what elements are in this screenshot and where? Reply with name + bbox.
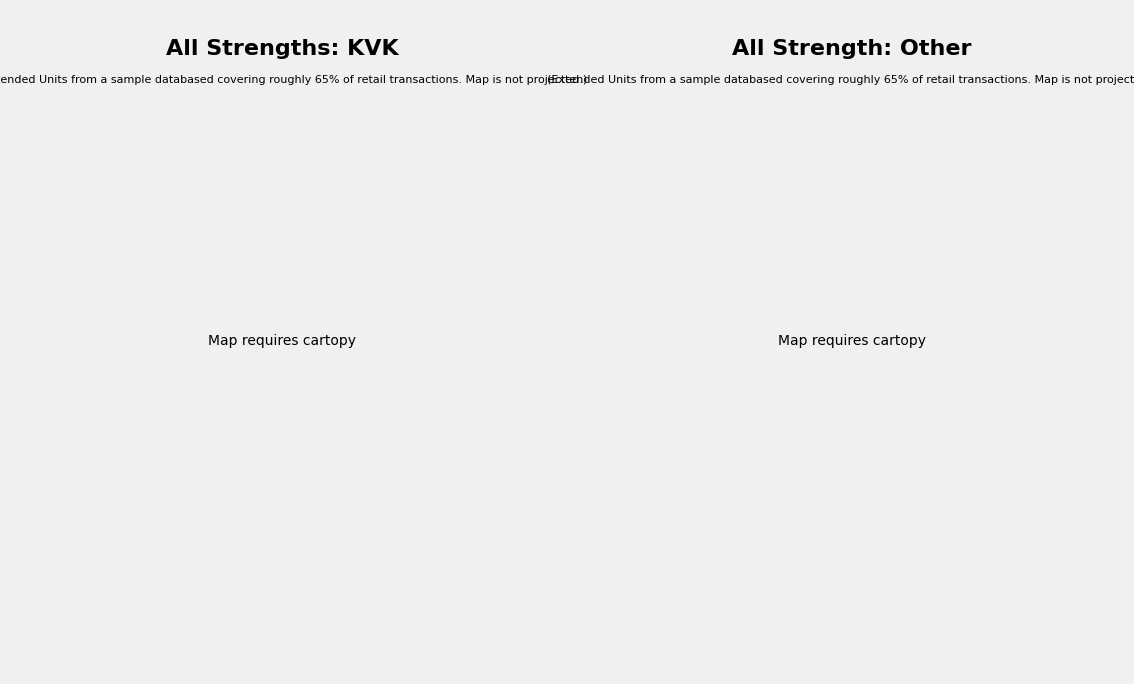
Text: (Extended Units from a sample databased covering roughly 65% of retail transacti: (Extended Units from a sample databased … [0, 75, 587, 86]
Text: Map requires cartopy: Map requires cartopy [209, 334, 356, 348]
Text: All Strengths: KVK: All Strengths: KVK [166, 39, 399, 59]
Text: Map requires cartopy: Map requires cartopy [778, 334, 925, 348]
Text: (Extended Units from a sample databased covering roughly 65% of retail transacti: (Extended Units from a sample databased … [547, 75, 1134, 86]
Text: All Strength: Other: All Strength: Other [731, 39, 972, 59]
